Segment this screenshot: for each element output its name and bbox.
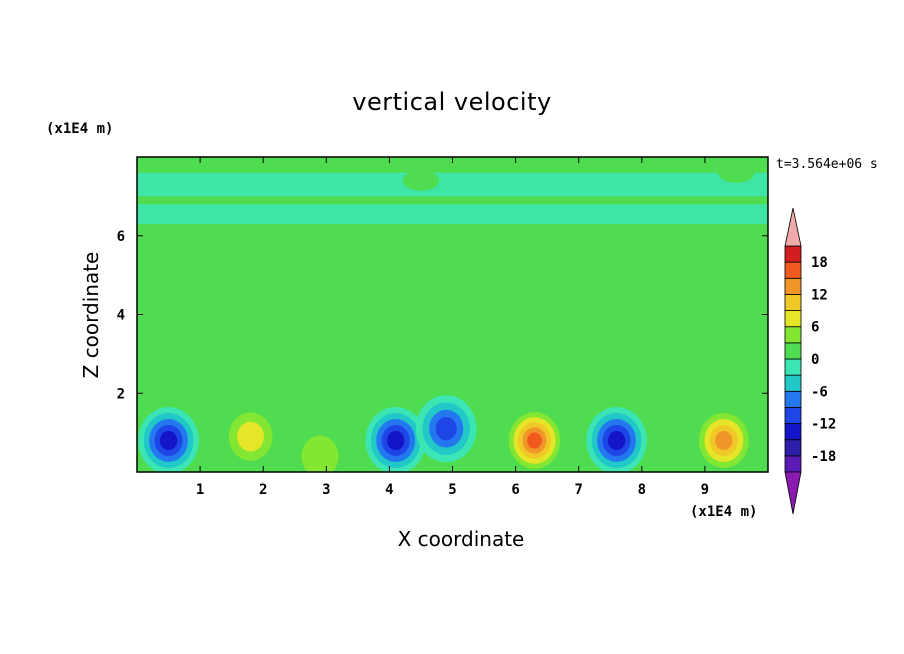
- field-band: [137, 279, 768, 303]
- x-tick-label: 8: [638, 482, 646, 498]
- colorbar-band: [784, 374, 802, 392]
- field-band: [137, 204, 768, 224]
- x-tick-label: 3: [322, 482, 330, 498]
- contour-field: [137, 157, 768, 472]
- updraft-contour: [718, 162, 755, 183]
- y-tick-label: 6: [117, 229, 125, 245]
- x-tick-label: 5: [448, 482, 456, 498]
- updraft-contour: [237, 421, 265, 452]
- colorbar-band: [784, 277, 802, 295]
- colorbar-tick-label: 18: [811, 255, 828, 271]
- time-annotation: t=3.564e+06 s: [776, 157, 878, 172]
- x-tick-label: 6: [511, 482, 519, 498]
- x-axis: 1 2 3 4 5 6 7 8 9: [196, 157, 709, 498]
- colorbar-band: [784, 245, 802, 263]
- updraft-contour: [402, 170, 440, 191]
- y-axis: 2 4 6: [117, 229, 768, 402]
- colorbar-band: [784, 294, 802, 311]
- field-band: [137, 330, 768, 354]
- x-tick-label: 1: [196, 482, 204, 498]
- y-axis-unit: (x1E4 m): [46, 121, 114, 137]
- colorbar-tick-label: -18: [811, 449, 836, 465]
- colorbar-min-extension: [784, 471, 802, 515]
- colorbar: 18 12 6 0 -6 -12 -18: [784, 207, 836, 515]
- colorbar-tick-label: 0: [811, 352, 819, 368]
- downdraft-contour: [607, 430, 626, 451]
- field-band: [137, 373, 768, 390]
- updraft-contour: [715, 430, 733, 451]
- colorbar-band: [784, 439, 802, 457]
- downdraft-contour: [435, 417, 457, 441]
- x-axis-unit: (x1E4 m): [690, 504, 758, 520]
- updraft-contour: [527, 432, 542, 449]
- colorbar-tick-label: 12: [811, 287, 828, 303]
- colorbar-band: [784, 407, 802, 424]
- colorbar-band: [784, 455, 802, 473]
- colorbar-tick-label: 6: [811, 320, 819, 336]
- downdraft-contour: [387, 430, 405, 451]
- colorbar-band: [784, 342, 802, 360]
- colorbar-max-extension: [784, 207, 802, 247]
- colorbar-tick-label: -6: [811, 384, 828, 400]
- x-tick-label: 7: [574, 482, 582, 498]
- colorbar-tick-label: -12: [811, 417, 836, 433]
- chart-title: vertical velocity: [352, 88, 552, 116]
- colorbar-band: [784, 358, 802, 376]
- x-tick-label: 2: [259, 482, 267, 498]
- y-tick-label: 2: [117, 386, 125, 402]
- x-axis-label: X coordinate: [397, 527, 525, 551]
- field-band: [137, 227, 768, 252]
- colorbar-band: [784, 423, 802, 441]
- x-tick-label: 4: [385, 482, 393, 498]
- colorbar-band: [784, 326, 802, 344]
- x-tick-label: 9: [701, 482, 709, 498]
- updraft-contour: [301, 435, 339, 472]
- colorbar-band: [784, 261, 802, 279]
- downdraft-contour: [159, 430, 178, 451]
- colorbar-band: [784, 390, 802, 408]
- field-band: [137, 172, 768, 197]
- y-tick-label: 4: [117, 308, 125, 324]
- colorbar-band: [784, 310, 802, 328]
